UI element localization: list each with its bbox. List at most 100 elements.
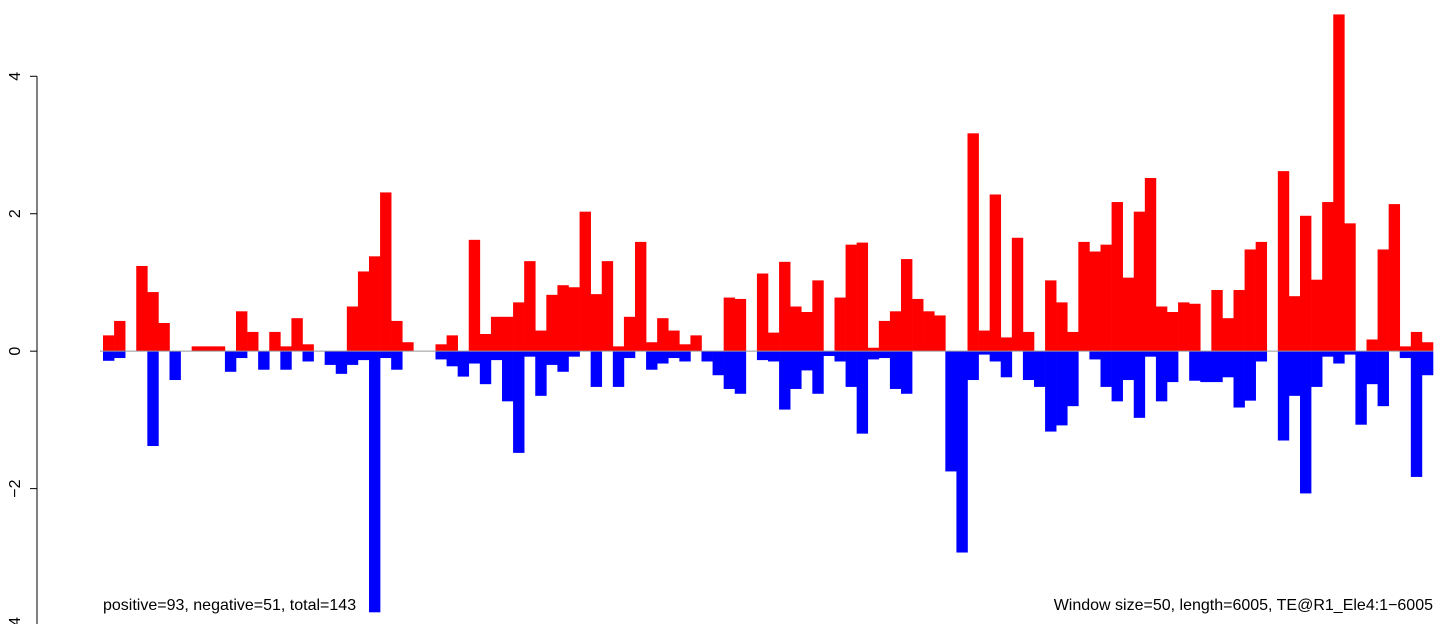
bar xyxy=(1399,351,1412,359)
bar xyxy=(956,351,968,553)
bar xyxy=(1000,337,1013,352)
bar xyxy=(657,351,669,364)
bar xyxy=(1322,202,1334,352)
bar xyxy=(1122,351,1135,381)
bar xyxy=(269,331,281,352)
bar xyxy=(790,306,802,352)
bar xyxy=(557,285,569,352)
bar xyxy=(236,351,248,359)
bar xyxy=(878,351,891,359)
bar xyxy=(1410,331,1423,352)
bar xyxy=(1277,171,1290,352)
bar xyxy=(524,261,536,352)
bar xyxy=(1333,351,1345,364)
bar xyxy=(1277,351,1290,441)
bar xyxy=(1311,351,1323,387)
bar xyxy=(1067,351,1079,407)
bar xyxy=(579,211,591,352)
bar xyxy=(1377,249,1389,352)
bar xyxy=(889,311,902,352)
bar xyxy=(1211,290,1223,352)
bar xyxy=(723,297,736,352)
bar xyxy=(1344,223,1356,352)
bar xyxy=(557,351,569,372)
bar xyxy=(402,342,414,352)
bar xyxy=(1089,351,1101,360)
bar xyxy=(1167,351,1179,383)
bar xyxy=(169,351,181,381)
bar xyxy=(346,351,359,365)
bar xyxy=(535,330,547,352)
bar xyxy=(734,298,747,352)
bar xyxy=(878,320,891,352)
bar xyxy=(756,351,769,361)
bar xyxy=(1300,351,1312,494)
bar xyxy=(856,242,869,352)
bar xyxy=(1144,177,1157,352)
bar xyxy=(1244,351,1256,401)
bar xyxy=(912,298,924,352)
bar xyxy=(1222,318,1234,352)
bar xyxy=(357,351,370,361)
bar xyxy=(1410,351,1423,477)
bar xyxy=(380,351,392,359)
bar xyxy=(369,256,381,352)
bar xyxy=(213,346,226,352)
bar xyxy=(391,351,403,370)
bar xyxy=(601,261,614,352)
bar xyxy=(1022,331,1035,352)
bar xyxy=(1167,312,1179,352)
bar xyxy=(158,322,170,352)
bar xyxy=(546,294,558,352)
bar xyxy=(945,351,957,472)
bar xyxy=(690,335,702,352)
bar xyxy=(1067,331,1079,352)
bar xyxy=(247,331,259,352)
bar xyxy=(546,351,558,365)
bar xyxy=(103,351,115,361)
bar xyxy=(646,351,658,370)
bar xyxy=(612,346,625,352)
y-axis: −4 −2 0 2 4 xyxy=(7,72,38,624)
bar xyxy=(346,306,359,352)
y-tick-label: 0 xyxy=(7,347,24,356)
bar xyxy=(1288,351,1301,396)
bar xyxy=(967,133,979,352)
bar xyxy=(280,351,292,370)
bar xyxy=(867,351,880,360)
bar xyxy=(812,280,824,352)
bar xyxy=(513,302,525,352)
bar xyxy=(1000,351,1013,378)
bar xyxy=(191,346,204,352)
bar xyxy=(1034,351,1046,387)
bar xyxy=(1056,302,1068,352)
bar xyxy=(1045,351,1057,432)
bar xyxy=(446,335,458,352)
bar xyxy=(1233,290,1245,352)
bar xyxy=(1233,351,1245,408)
y-tick-label: 2 xyxy=(7,209,24,218)
bar xyxy=(834,297,846,352)
bar xyxy=(1288,296,1301,352)
bar xyxy=(756,273,769,352)
bar xyxy=(114,320,126,352)
bar xyxy=(978,330,990,352)
summary-annotation: positive=93, negative=51, total=143 xyxy=(103,597,356,614)
bar xyxy=(380,192,392,352)
bar xyxy=(236,311,248,352)
bar xyxy=(1255,241,1268,352)
bar xyxy=(1355,351,1367,425)
bar xyxy=(103,335,115,352)
bar xyxy=(834,351,846,362)
bar xyxy=(1211,351,1223,383)
bar xyxy=(1133,211,1146,352)
bar xyxy=(479,333,492,352)
bar xyxy=(701,351,713,362)
bar xyxy=(1222,351,1234,378)
bar xyxy=(280,346,292,352)
bar xyxy=(291,318,303,352)
bar xyxy=(1011,237,1024,352)
bar xyxy=(568,351,580,357)
bar xyxy=(335,351,348,374)
bar xyxy=(845,351,857,387)
